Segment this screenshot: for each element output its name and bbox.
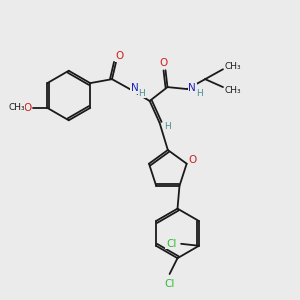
Text: H: H <box>196 88 202 98</box>
Text: O: O <box>116 51 124 62</box>
Text: O: O <box>188 155 197 165</box>
Text: Cl: Cl <box>166 239 176 249</box>
Text: H: H <box>164 122 171 131</box>
Text: CH₃: CH₃ <box>225 85 241 94</box>
Text: O: O <box>23 103 32 113</box>
Text: N: N <box>131 83 139 93</box>
Text: H: H <box>138 88 145 98</box>
Text: CH₃: CH₃ <box>225 62 241 71</box>
Text: CH₃: CH₃ <box>8 103 25 112</box>
Text: Cl: Cl <box>164 279 175 289</box>
Text: N: N <box>188 83 196 93</box>
Text: O: O <box>159 58 168 68</box>
